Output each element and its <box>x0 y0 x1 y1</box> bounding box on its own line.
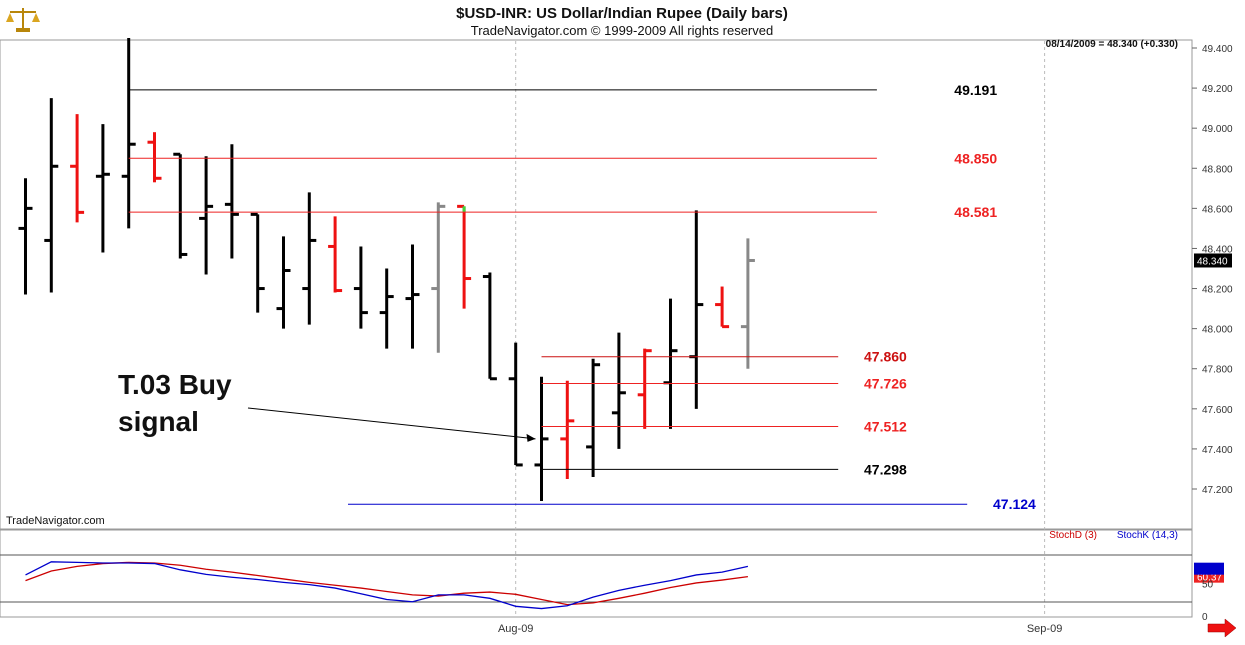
chart-subtitle: TradeNavigator.com © 1999-2009 All right… <box>471 23 773 38</box>
y-tick-label: 47.800 <box>1202 365 1233 376</box>
annotation-line-2: signal <box>118 406 199 437</box>
date-axis: Aug-09 Sep-09 <box>498 623 1062 635</box>
ohlc-bar <box>70 114 85 223</box>
ohlc-bar <box>457 204 472 309</box>
readout: 08/14/2009 = 48.340 (+0.330) <box>1046 39 1178 50</box>
ohlc-bar <box>586 358 601 477</box>
annotation-arrow <box>247 407 536 440</box>
y-tick-label: 49.000 <box>1202 124 1233 135</box>
ohlc-bar <box>560 380 575 479</box>
last-price-box <box>1194 253 1232 268</box>
ohlc-bar <box>121 37 136 229</box>
stoch-tick-label: 50 <box>1202 580 1214 591</box>
level-label: 48.850 <box>954 150 997 166</box>
price-panel <box>0 39 1193 617</box>
y-tick-label: 48.200 <box>1202 285 1233 296</box>
ohlc-bar <box>740 238 755 369</box>
ohlc-bar <box>611 332 626 449</box>
ohlc-bar <box>405 244 420 349</box>
annotation-line-1: T.03 Buy <box>118 369 232 400</box>
annotation: T.03 Buy signal <box>118 369 536 442</box>
stochastic-panel <box>0 529 1193 618</box>
level-label: 47.124 <box>993 496 1036 512</box>
watermark: TradeNavigator.com <box>6 515 105 527</box>
y-tick-label: 48.600 <box>1202 204 1233 215</box>
price-axis: 49.400 49.200 49.000 48.800 48.600 48.400 48.2… <box>1192 44 1233 496</box>
ohlc-bar <box>715 286 730 329</box>
y-tick-label: 48.000 <box>1202 325 1233 336</box>
y-tick-label: 47.600 <box>1202 405 1233 416</box>
scales-icon <box>6 8 40 32</box>
ohlc-bar <box>482 272 497 381</box>
x-tick-label: Aug-09 <box>498 623 533 635</box>
level-label: 49.191 <box>954 82 997 98</box>
ohlc-bar <box>224 144 239 259</box>
ohlc-bar <box>379 268 394 349</box>
y-tick-label: 49.200 <box>1202 84 1233 95</box>
level-label: 47.512 <box>864 418 907 434</box>
ohlc-bar <box>199 156 214 275</box>
ohlc-bar <box>250 212 265 313</box>
level-label: 47.298 <box>864 461 907 477</box>
ohlc-bar <box>95 124 110 253</box>
level-lines: 49.191 48.850 48.581 47.860 47.726 47.512 47.2… <box>128 82 1036 512</box>
ohlc-bar <box>44 98 59 293</box>
stoch-value-box <box>1194 562 1224 575</box>
y-tick-label: 47.200 <box>1202 485 1233 496</box>
ohlc-bar <box>328 216 343 293</box>
y-tick-label: 49.400 <box>1202 44 1233 55</box>
last-price-label: 48.340 <box>1197 256 1228 267</box>
right-arrow-icon[interactable] <box>1207 618 1237 638</box>
ohlc-bar <box>276 236 291 329</box>
stoch-tick-label: 0 <box>1202 612 1208 623</box>
legend-stochk: StochK (14,3) <box>1117 530 1178 541</box>
level-label: 47.726 <box>864 376 907 392</box>
ohlc-bar <box>534 376 549 502</box>
ohlc-bar <box>637 348 652 429</box>
price-bars <box>18 37 755 502</box>
annotation-arrowhead <box>526 433 536 442</box>
legend-stochd: StochD (3) <box>1049 530 1097 541</box>
ohlc-bar <box>431 202 446 353</box>
level-label: 48.581 <box>954 204 997 220</box>
y-tick-label: 48.800 <box>1202 164 1233 175</box>
level-label: 47.860 <box>864 349 907 365</box>
stoch-value-label: 60.37 <box>1197 573 1222 584</box>
ohlc-bar <box>18 178 33 295</box>
x-tick-label: Sep-09 <box>1027 623 1062 635</box>
chart-title: $USD-INR: US Dollar/Indian Rupee (Daily … <box>456 5 788 22</box>
stoch-series-1 <box>25 561 749 610</box>
ohlc-bar <box>353 246 368 329</box>
ohlc-bar <box>147 132 162 183</box>
y-tick-label: 48.400 <box>1202 244 1233 255</box>
y-tick-label: 47.400 <box>1202 445 1233 456</box>
ohlc-bar <box>508 342 523 467</box>
ohlc-bar <box>173 152 188 259</box>
ohlc-bar <box>302 192 317 325</box>
ohlc-bar <box>663 298 678 429</box>
